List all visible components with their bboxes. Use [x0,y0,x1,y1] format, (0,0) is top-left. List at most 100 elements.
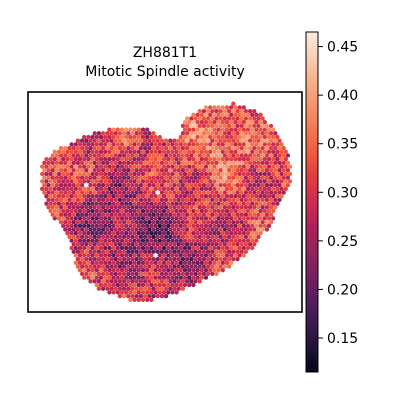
tissue-spot [117,182,123,188]
tissue-spot [258,179,263,184]
tissue-spot [233,134,238,140]
tissue-spot [92,190,97,195]
tissue-spot [285,160,291,166]
tissue-spot [220,268,225,273]
tissue-spot [92,153,97,158]
tissue-spot [212,268,217,273]
tissue-spot [145,290,150,295]
tissue-spot [245,112,251,117]
tissue-spot [264,145,270,151]
tissue-spot [149,164,154,169]
tissue-spot [161,164,167,169]
tissue-spot [203,275,209,280]
tissue-spot [214,256,219,262]
tissue-spot [134,264,139,269]
tissue-spot [71,219,76,225]
tissue-spot [163,182,169,188]
tissue-spot [130,271,135,277]
tissue-spot [212,164,217,169]
tissue-spot [281,168,286,173]
tissue-spot [266,127,272,132]
tissue-spot [245,223,251,228]
tissue-spot [189,212,194,217]
tissue-spot [224,134,230,140]
tissue-spot [75,153,81,158]
tissue-spot [142,293,148,299]
tissue-spot [136,245,141,251]
tissue-spot [178,216,183,221]
tissue-spot [44,194,49,199]
tissue-spot [283,164,288,169]
tissue-spot [77,268,83,273]
tissue-spot [98,282,104,288]
tissue-spot [73,179,78,184]
tissue-spot [109,190,114,195]
tissue-spot [111,282,116,288]
tissue-spot [58,190,64,195]
tissue-spot [184,271,190,277]
tissue-spot [153,238,158,243]
tissue-spot [126,234,131,240]
tissue-spot [103,208,108,214]
tissue-spot [258,157,263,162]
tissue-spot [117,160,123,166]
tissue-spot [124,275,129,280]
tissue-spot [174,194,179,199]
tissue-spot [201,116,207,121]
tissue-spot [69,231,74,236]
tissue-spot [77,223,83,228]
tissue-spot [222,264,228,269]
tissue-spot [193,153,198,158]
tissue-spot [109,249,114,254]
tissue-spot [84,182,89,188]
tissue-spot [201,197,207,203]
tissue-spot [262,208,267,214]
tissue-spot [239,219,244,225]
tissue-spot [226,227,232,232]
tissue-spot [191,134,196,140]
tissue-spot [63,219,68,225]
tissue-spot [168,153,173,158]
tissue-spot [218,116,223,121]
tissue-spot [170,216,175,221]
tissue-spot [180,182,186,188]
tissue-spot [205,145,211,151]
tissue-spot [212,120,217,125]
tissue-spot [128,186,133,191]
tissue-spot [273,138,278,143]
tissue-spot [193,256,198,262]
tissue-spot [260,212,265,217]
tissue-spot [260,190,265,195]
tissue-spot [69,201,74,206]
tissue-spot [163,197,169,203]
tissue-spot [226,212,232,217]
tissue-spot [103,223,108,228]
tissue-spot [208,149,213,154]
tissue-spot [201,249,207,254]
tissue-spot [63,182,68,188]
tissue-spot [254,142,259,147]
tissue-spot [172,227,177,232]
tissue-spot [142,279,148,284]
tissue-spot [235,212,240,217]
tissue-spot [94,208,99,214]
tissue-spot [161,231,167,236]
tissue-spot [170,238,175,243]
tissue-spot [128,275,133,280]
tissue-spot [247,212,253,217]
tissue-spot [191,201,196,206]
tissue-spot [245,194,251,199]
tissue-spot [119,290,125,295]
tissue-spot [218,145,223,151]
tissue-spot [239,160,244,166]
tissue-spot [210,108,215,114]
tissue-spot [233,208,238,214]
tissue-spot [75,219,81,225]
tissue-spot [109,168,114,173]
tissue-spot [201,264,207,269]
tissue-spot [189,182,194,188]
tissue-spot [182,149,188,154]
tissue-spot [115,268,120,273]
tissue-spot [147,234,152,240]
tissue-spot [69,164,74,169]
